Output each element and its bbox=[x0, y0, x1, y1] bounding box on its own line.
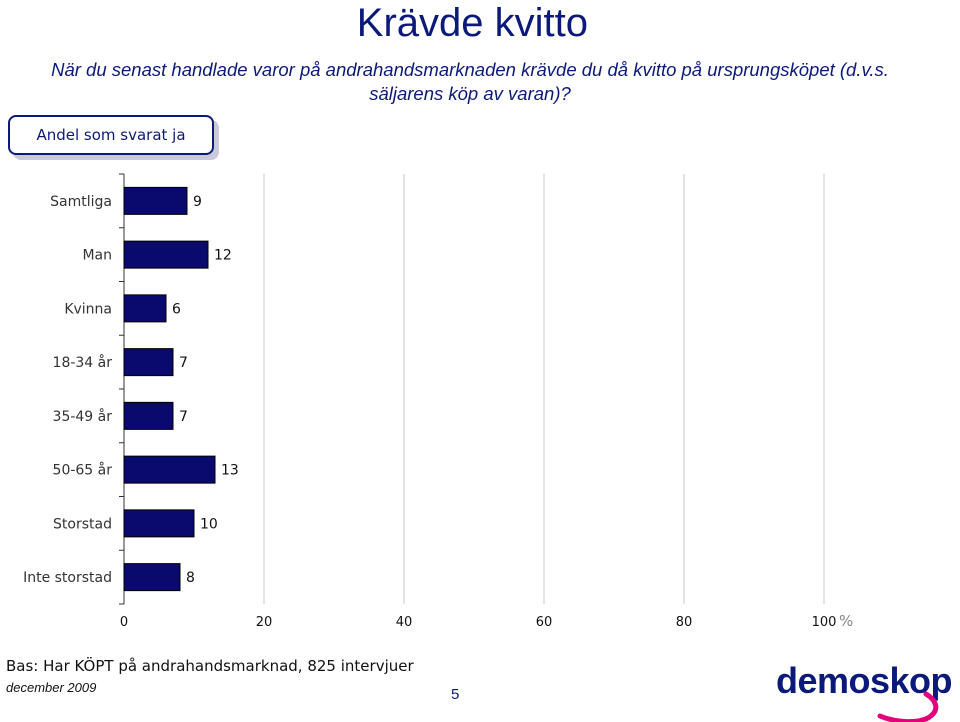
x-tick-label: 60 bbox=[536, 615, 553, 630]
x-tick-label: 0 bbox=[120, 615, 128, 630]
category-label: Inte storstad bbox=[23, 570, 112, 586]
category-label: 18-34 år bbox=[53, 354, 113, 371]
data-label: 13 bbox=[221, 463, 239, 479]
data-label: 8 bbox=[186, 570, 195, 586]
page-title-wrap: Krävde kvitto bbox=[0, 0, 960, 46]
footer-date: december 2009 bbox=[6, 680, 97, 695]
bar bbox=[123, 348, 174, 377]
page-number: 5 bbox=[451, 686, 460, 703]
page-title: Krävde kvitto bbox=[356, 1, 588, 45]
category-label: Kvinna bbox=[64, 301, 112, 317]
category-label: Storstad bbox=[53, 516, 112, 532]
x-tick-label: 20 bbox=[256, 615, 273, 630]
category-label: Samtliga bbox=[50, 194, 112, 210]
logo-swoosh-icon bbox=[877, 691, 939, 722]
category-label: Man bbox=[82, 248, 112, 264]
answer-filter-badge: Andel som svarat ja bbox=[8, 115, 214, 155]
bar bbox=[123, 563, 181, 592]
data-label: 7 bbox=[179, 409, 188, 425]
data-label: 9 bbox=[193, 194, 202, 210]
bar bbox=[123, 455, 216, 484]
category-label: 50-65 år bbox=[53, 462, 113, 479]
data-label: 6 bbox=[172, 301, 181, 317]
data-label: 12 bbox=[214, 248, 232, 264]
x-tick-label: 40 bbox=[396, 615, 413, 630]
bar bbox=[123, 509, 195, 538]
bar bbox=[123, 186, 188, 215]
bar bbox=[123, 401, 174, 430]
x-tick-label: 100 bbox=[812, 615, 837, 630]
logo-text: demoskop bbox=[776, 660, 953, 701]
data-label: 7 bbox=[179, 355, 188, 371]
demoskop-logo: demoskop bbox=[776, 660, 956, 722]
x-tick-label: 80 bbox=[676, 615, 693, 630]
bar bbox=[123, 294, 167, 323]
x-unit-label: % bbox=[839, 612, 853, 630]
survey-question: När du senast handlade varor på andrahan… bbox=[51, 59, 889, 104]
bar-chart: Samtliga 9 Man 12 Kvinna 6 18-34 år 7 35-49 år 7 5… bbox=[23, 173, 853, 630]
data-label: 10 bbox=[200, 516, 218, 532]
category-label: 35-49 år bbox=[53, 408, 113, 425]
bar bbox=[123, 240, 209, 269]
footer-base-text: Bas: Har KÖPT på andrahandsmarknad, 825 … bbox=[6, 657, 414, 675]
